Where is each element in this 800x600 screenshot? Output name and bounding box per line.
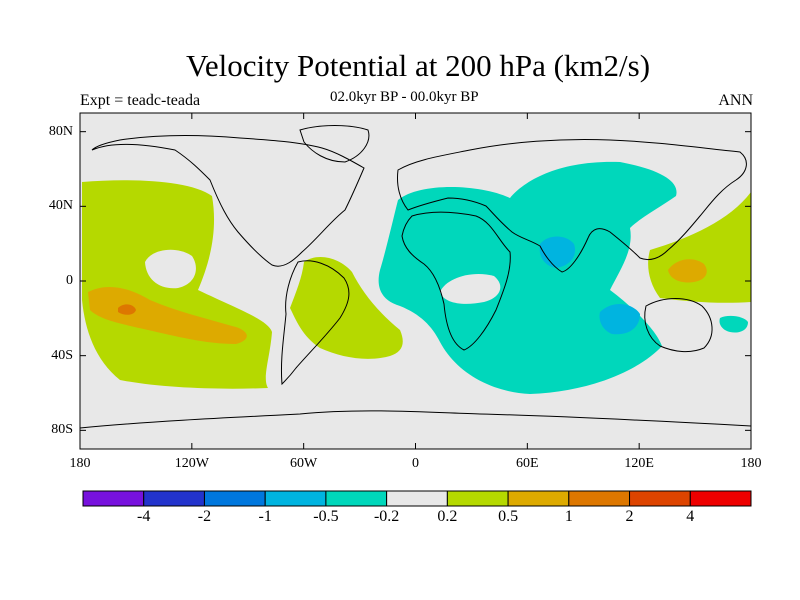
lon-tick-label: 120W (174, 456, 209, 471)
colorbar-label: 2 (625, 508, 634, 525)
lon-tick-label: 0 (412, 456, 419, 471)
map-subtitle: 02.0kyr BP - 00.0kyr BP (330, 89, 479, 105)
colorbar-swatch (264, 490, 327, 507)
lat-tick-label: 40S (51, 347, 73, 363)
contour-australia-negative (719, 315, 748, 333)
contour-indian-ocean-strong-negative (599, 303, 640, 335)
coastline-africa (401, 211, 511, 351)
colorbar-swatch (203, 490, 266, 507)
lat-tick-label: 40N (48, 198, 73, 214)
colorbar-swatch (386, 490, 448, 507)
lon-tick-label: 180 (69, 456, 91, 471)
colorbar-label: -0.5 (313, 508, 339, 525)
contour-pacific-orange (88, 286, 247, 344)
coastline-europe-asia (397, 138, 747, 273)
map-ticks (79, 113, 752, 449)
colorbar-swatch (446, 490, 509, 507)
colorbar-swatch (689, 490, 752, 507)
colorbar (82, 490, 752, 507)
colorbar-swatch (143, 490, 205, 507)
contour-pacific-strong (118, 304, 136, 315)
coastlines (79, 125, 752, 429)
coastline-antarctica (79, 410, 752, 429)
contour-westpac-orange (668, 259, 707, 283)
map-title: Velocity Potential at 200 hPa (km2/s) (185, 48, 651, 83)
colorbar-label: -0.2 (373, 508, 400, 525)
lon-tick-label: 60W (290, 456, 318, 471)
colorbar-label: 0.5 (498, 508, 519, 525)
lon-tick-label: 120E (624, 456, 654, 471)
coastline-south-america (280, 260, 350, 386)
lat-tick-label: 80S (51, 422, 73, 438)
coastline-greenland (299, 125, 370, 163)
lon-tick-label: 180 (740, 456, 762, 471)
season-label: ANN (718, 92, 753, 109)
contour-atlantic-positive (290, 257, 403, 359)
lat-tick-label: 0 (66, 273, 73, 288)
lon-tick-label: 60E (516, 456, 539, 471)
colorbar-label: -2 (197, 508, 212, 525)
contour-eastern-hemisphere-negative (378, 161, 677, 394)
colorbar-swatch (325, 490, 388, 507)
colorbar-label: 1 (564, 508, 573, 525)
coastline-north-america (91, 135, 365, 267)
colorbar-swatch (568, 490, 631, 507)
colorbar-swatch (507, 490, 570, 507)
colorbar-label: 0.2 (437, 508, 458, 525)
colorbar-swatch (82, 490, 145, 507)
colorbar-swatch (629, 490, 691, 507)
coastline-australia (644, 298, 713, 353)
lat-tick-label: 80N (48, 123, 73, 139)
colorbar-label: 4 (686, 508, 695, 525)
colorbar-label: -1 (258, 508, 272, 525)
experiment-label: Expt = teadc-teada (80, 92, 201, 109)
colorbar-label: -4 (137, 508, 151, 525)
contour-pacific-hole (145, 249, 196, 289)
contour-africa-hole (440, 273, 501, 304)
